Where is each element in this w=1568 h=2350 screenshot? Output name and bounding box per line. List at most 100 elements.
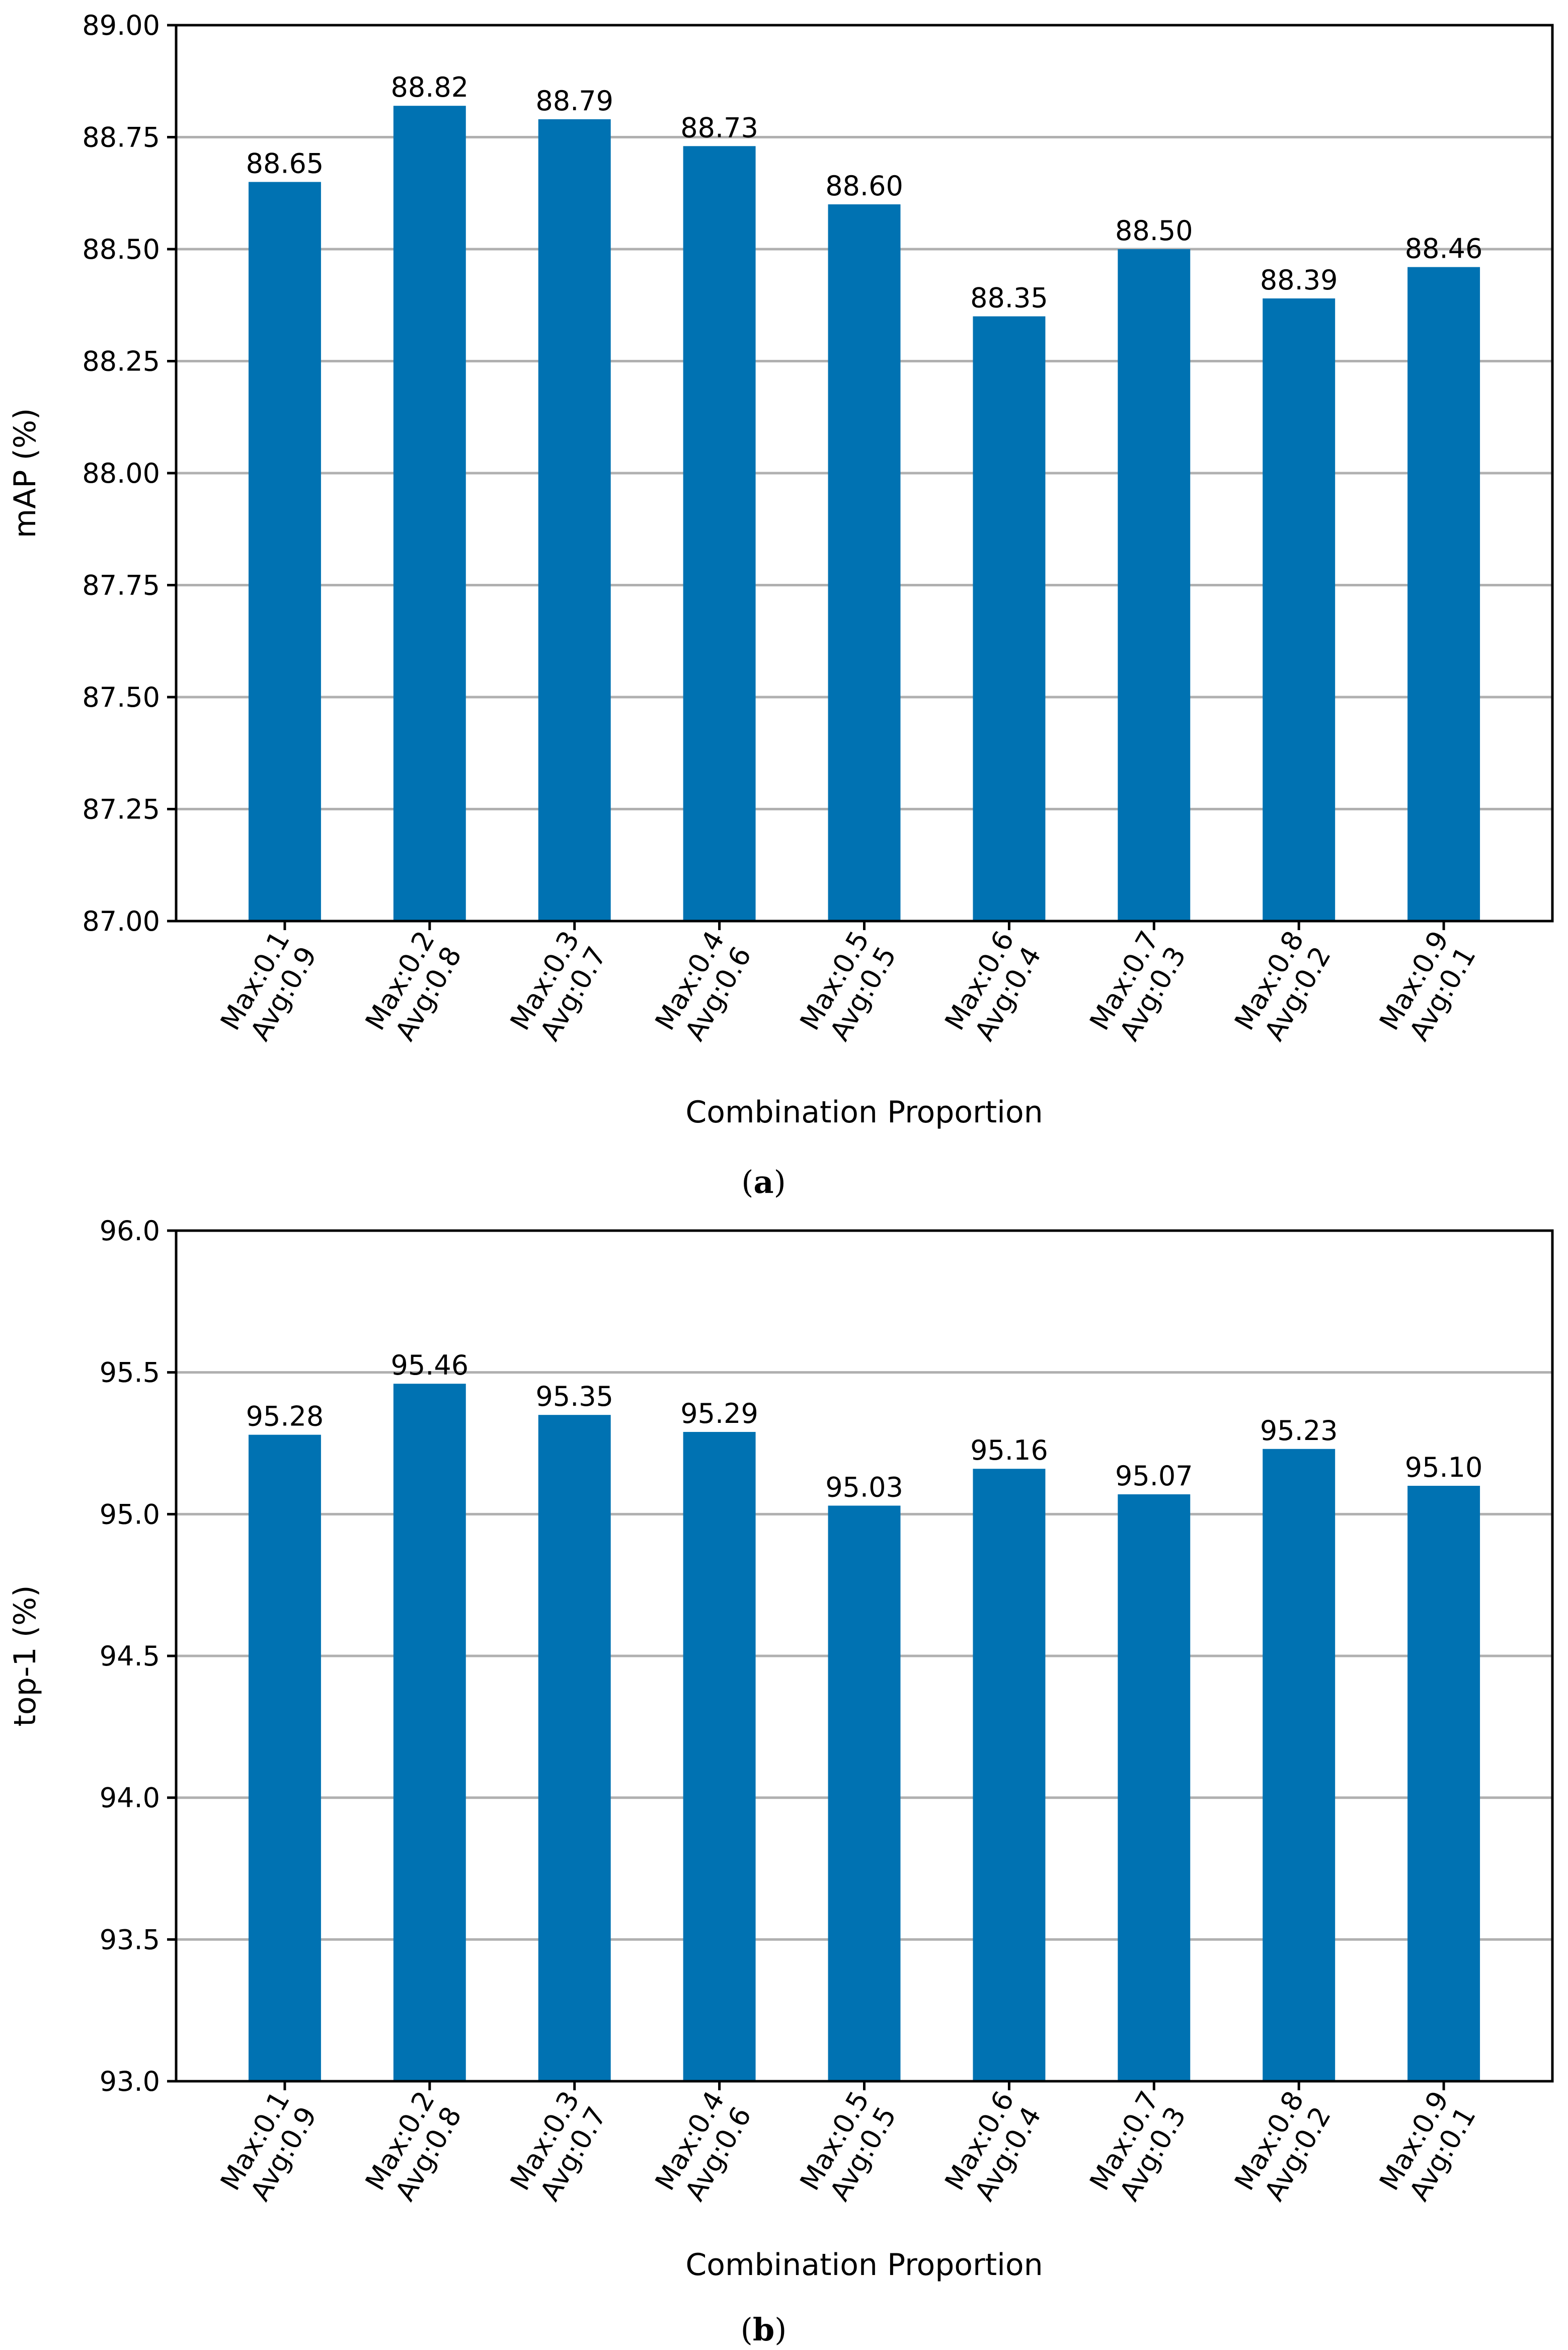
svg-text:Max:0.7Avg:0.3: Max:0.7Avg:0.3 — [1083, 2086, 1192, 2211]
y-tick-label: 87.00 — [82, 905, 160, 937]
svg-text:Max:0.5Avg:0.5: Max:0.5Avg:0.5 — [794, 926, 902, 1051]
bar-value-label: 88.82 — [391, 71, 469, 103]
x-tick-label: Max:0.7Avg:0.3 — [1083, 926, 1192, 1051]
x-tick-label: Max:0.1Avg:0.9 — [214, 2086, 323, 2211]
bar-value-label: 88.50 — [1115, 215, 1193, 247]
y-tick-label: 94.0 — [100, 1782, 160, 1814]
y-tick-label: 93.5 — [100, 1924, 160, 1955]
svg-text:Max:0.8Avg:0.2: Max:0.8Avg:0.2 — [1228, 2086, 1337, 2211]
bar — [828, 204, 901, 921]
bar — [1407, 267, 1480, 921]
y-tick-label: 87.25 — [82, 794, 160, 825]
bar — [1118, 249, 1191, 921]
bar — [1263, 1449, 1336, 2081]
y-tick-label: 95.5 — [100, 1357, 160, 1389]
svg-text:Max:0.4Avg:0.6: Max:0.4Avg:0.6 — [649, 2086, 757, 2211]
y-tick-label: 89.00 — [82, 10, 160, 41]
x-tick-label: Max:0.7Avg:0.3 — [1083, 2086, 1192, 2211]
y-axis-title: mAP (%) — [8, 408, 43, 539]
svg-text:Max:0.7Avg:0.3: Max:0.7Avg:0.3 — [1083, 926, 1192, 1051]
panel-caption-letter: b — [753, 2311, 774, 2348]
x-tick-label: Max:0.9Avg:0.1 — [1373, 926, 1482, 1051]
y-tick-label: 88.50 — [82, 234, 160, 265]
x-axis-title: Combination Proportion — [685, 2247, 1043, 2283]
panel-caption-letter: a — [753, 1164, 773, 1200]
bar-value-label: 95.29 — [680, 1398, 758, 1429]
x-tick-label: Max:0.5Avg:0.5 — [794, 926, 902, 1051]
bar — [683, 1431, 756, 2081]
bar-value-label: 95.03 — [825, 1471, 903, 1503]
bar-value-label: 88.39 — [1260, 264, 1338, 296]
y-tick-label: 95.0 — [100, 1498, 160, 1530]
bar — [538, 119, 611, 921]
x-tick-label: Max:0.2Avg:0.8 — [359, 2086, 468, 2211]
svg-text:Max:0.4Avg:0.6: Max:0.4Avg:0.6 — [649, 926, 757, 1051]
svg-text:Max:0.3Avg:0.7: Max:0.3Avg:0.7 — [504, 2086, 612, 2211]
y-axis-title: top-1 (%) — [8, 1585, 43, 1726]
y-tick-label: 94.5 — [100, 1640, 160, 1672]
bar — [1118, 1494, 1191, 2081]
chart-panel-a: 88.65 Max:0.1Avg:0.9 88.82 Max:0.2Avg:0.8 88… — [8, 10, 1554, 1200]
y-tick-label: 88.00 — [82, 458, 160, 489]
svg-text:Max:0.5Avg:0.5: Max:0.5Avg:0.5 — [794, 2086, 902, 2211]
y-tick-label: 87.75 — [82, 570, 160, 601]
panel-caption: (b) — [741, 2311, 787, 2348]
x-tick-label: Max:0.6Avg:0.4 — [938, 2086, 1047, 2206]
x-tick-label: Max:0.9Avg:0.1 — [1373, 2086, 1482, 2211]
bar-value-label: 88.73 — [680, 112, 758, 143]
bar-value-label: 95.28 — [246, 1401, 324, 1432]
bar-value-label: 95.46 — [391, 1349, 469, 1381]
bar-value-label: 88.46 — [1405, 233, 1483, 265]
svg-text:Max:0.6Avg:0.4: Max:0.6Avg:0.4 — [938, 926, 1047, 1051]
svg-text:Max:0.2Avg:0.8: Max:0.2Avg:0.8 — [359, 2086, 468, 2211]
bar-value-label: 95.23 — [1260, 1415, 1338, 1447]
x-tick-label: Max:0.4Avg:0.6 — [649, 2086, 757, 2211]
bar — [828, 1505, 901, 2081]
x-tick-label: Max:0.2Avg:0.8 — [359, 926, 468, 1051]
bar — [973, 316, 1046, 921]
x-axis-title: Combination Proportion — [685, 1095, 1043, 1130]
svg-text:Max:0.2Avg:0.8: Max:0.2Avg:0.8 — [359, 926, 468, 1051]
svg-text:Max:0.1Avg:0.9: Max:0.1Avg:0.9 — [214, 926, 323, 1051]
chart-panel-b: 95.28 Max:0.1Avg:0.9 95.46 Max:0.2Avg:0.8 95… — [8, 1215, 1554, 2348]
plot-frame — [175, 1229, 1554, 2083]
svg-text:Max:0.8Avg:0.2: Max:0.8Avg:0.2 — [1228, 926, 1337, 1051]
bar-value-label: 95.16 — [970, 1434, 1048, 1466]
svg-text:Max:0.9Avg:0.1: Max:0.9Avg:0.1 — [1373, 2086, 1482, 2211]
bar — [1407, 1486, 1480, 2081]
bar — [538, 1415, 611, 2081]
bar — [393, 1384, 466, 2081]
plot-frame — [175, 24, 1554, 923]
y-tick-label: 93.0 — [100, 2066, 160, 2097]
bar-value-label: 95.35 — [535, 1381, 613, 1412]
bar-value-label: 88.60 — [825, 170, 903, 202]
svg-text:Max:0.3Avg:0.7: Max:0.3Avg:0.7 — [504, 926, 612, 1051]
y-tick-label: 87.50 — [82, 681, 160, 713]
x-tick-label: Max:0.8Avg:0.2 — [1228, 2086, 1337, 2211]
svg-text:Max:0.9Avg:0.1: Max:0.9Avg:0.1 — [1373, 926, 1482, 1051]
bar-value-label: 95.07 — [1115, 1460, 1193, 1492]
bar-value-label: 88.65 — [246, 148, 324, 180]
y-tick-label: 88.25 — [82, 346, 160, 377]
y-tick-label: 96.0 — [100, 1215, 160, 1247]
bar — [683, 146, 756, 921]
bar — [248, 182, 321, 921]
x-tick-label: Max:0.3Avg:0.7 — [504, 2086, 612, 2211]
bar — [973, 1469, 1046, 2081]
y-tick-label: 88.75 — [82, 122, 160, 154]
bar — [1263, 298, 1336, 921]
x-tick-label: Max:0.5Avg:0.5 — [794, 2086, 902, 2211]
x-tick-label: Max:0.4Avg:0.6 — [649, 926, 757, 1051]
x-tick-label: Max:0.8Avg:0.2 — [1228, 926, 1337, 1051]
svg-text:Max:0.1Avg:0.9: Max:0.1Avg:0.9 — [214, 2086, 323, 2211]
bar-value-label: 88.35 — [970, 282, 1048, 314]
bar — [248, 1434, 321, 2081]
bar-value-label: 88.79 — [535, 85, 613, 117]
bar-value-label: 95.10 — [1405, 1452, 1483, 1483]
x-tick-label: Max:0.3Avg:0.7 — [504, 926, 612, 1051]
x-tick-label: Max:0.6Avg:0.4 — [938, 926, 1047, 1051]
bar — [393, 106, 466, 922]
panel-caption: (a) — [741, 1164, 786, 1200]
x-tick-label: Max:0.1Avg:0.9 — [214, 926, 323, 1051]
